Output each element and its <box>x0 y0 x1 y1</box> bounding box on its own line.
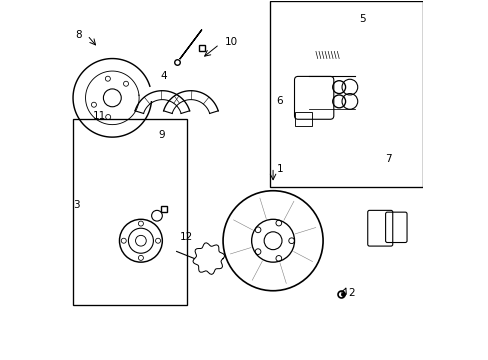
Bar <box>269 1 422 187</box>
Bar <box>294 112 312 126</box>
Text: 2: 2 <box>347 288 354 297</box>
Text: 8: 8 <box>75 30 82 40</box>
Text: 10: 10 <box>224 37 238 48</box>
Text: 7: 7 <box>385 154 391 163</box>
Bar <box>73 119 187 305</box>
Text: 1: 1 <box>276 164 283 174</box>
Text: 5: 5 <box>358 14 365 24</box>
Text: 12: 12 <box>180 232 193 242</box>
Text: 11: 11 <box>93 111 106 121</box>
Text: 4: 4 <box>160 71 167 81</box>
Text: 3: 3 <box>73 200 80 210</box>
Text: 9: 9 <box>159 130 165 140</box>
Text: 6: 6 <box>276 96 283 107</box>
